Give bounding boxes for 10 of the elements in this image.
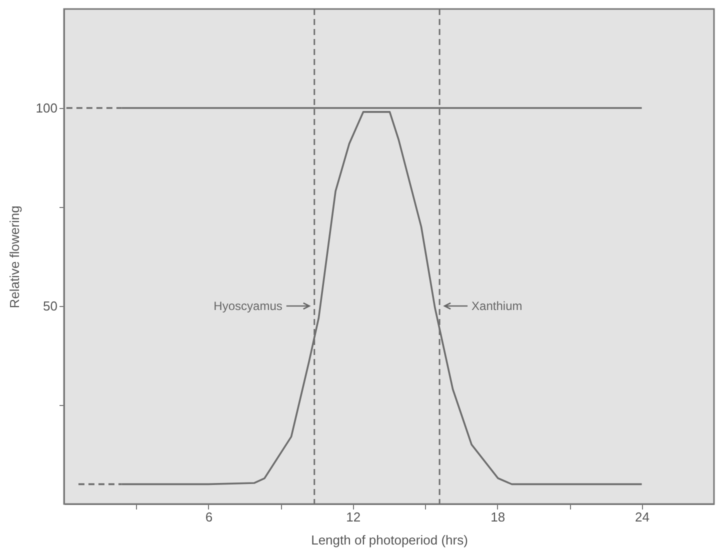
x-tick-label: 6 (205, 510, 213, 524)
x-tick-label: 18 (490, 510, 506, 524)
y-tick-label: 50 (43, 298, 58, 314)
ref-line-label: Hyoscyamus (214, 299, 282, 313)
ref-line-label: Xanthium (472, 299, 522, 313)
x-axis-title: Length of photoperiod (hrs) (311, 532, 468, 548)
y-axis-title: Relative flowering (6, 206, 22, 308)
x-tick-label: 12 (346, 510, 361, 524)
y-tick-label: 100 (36, 100, 58, 116)
x-tick-label: 24 (635, 510, 650, 524)
